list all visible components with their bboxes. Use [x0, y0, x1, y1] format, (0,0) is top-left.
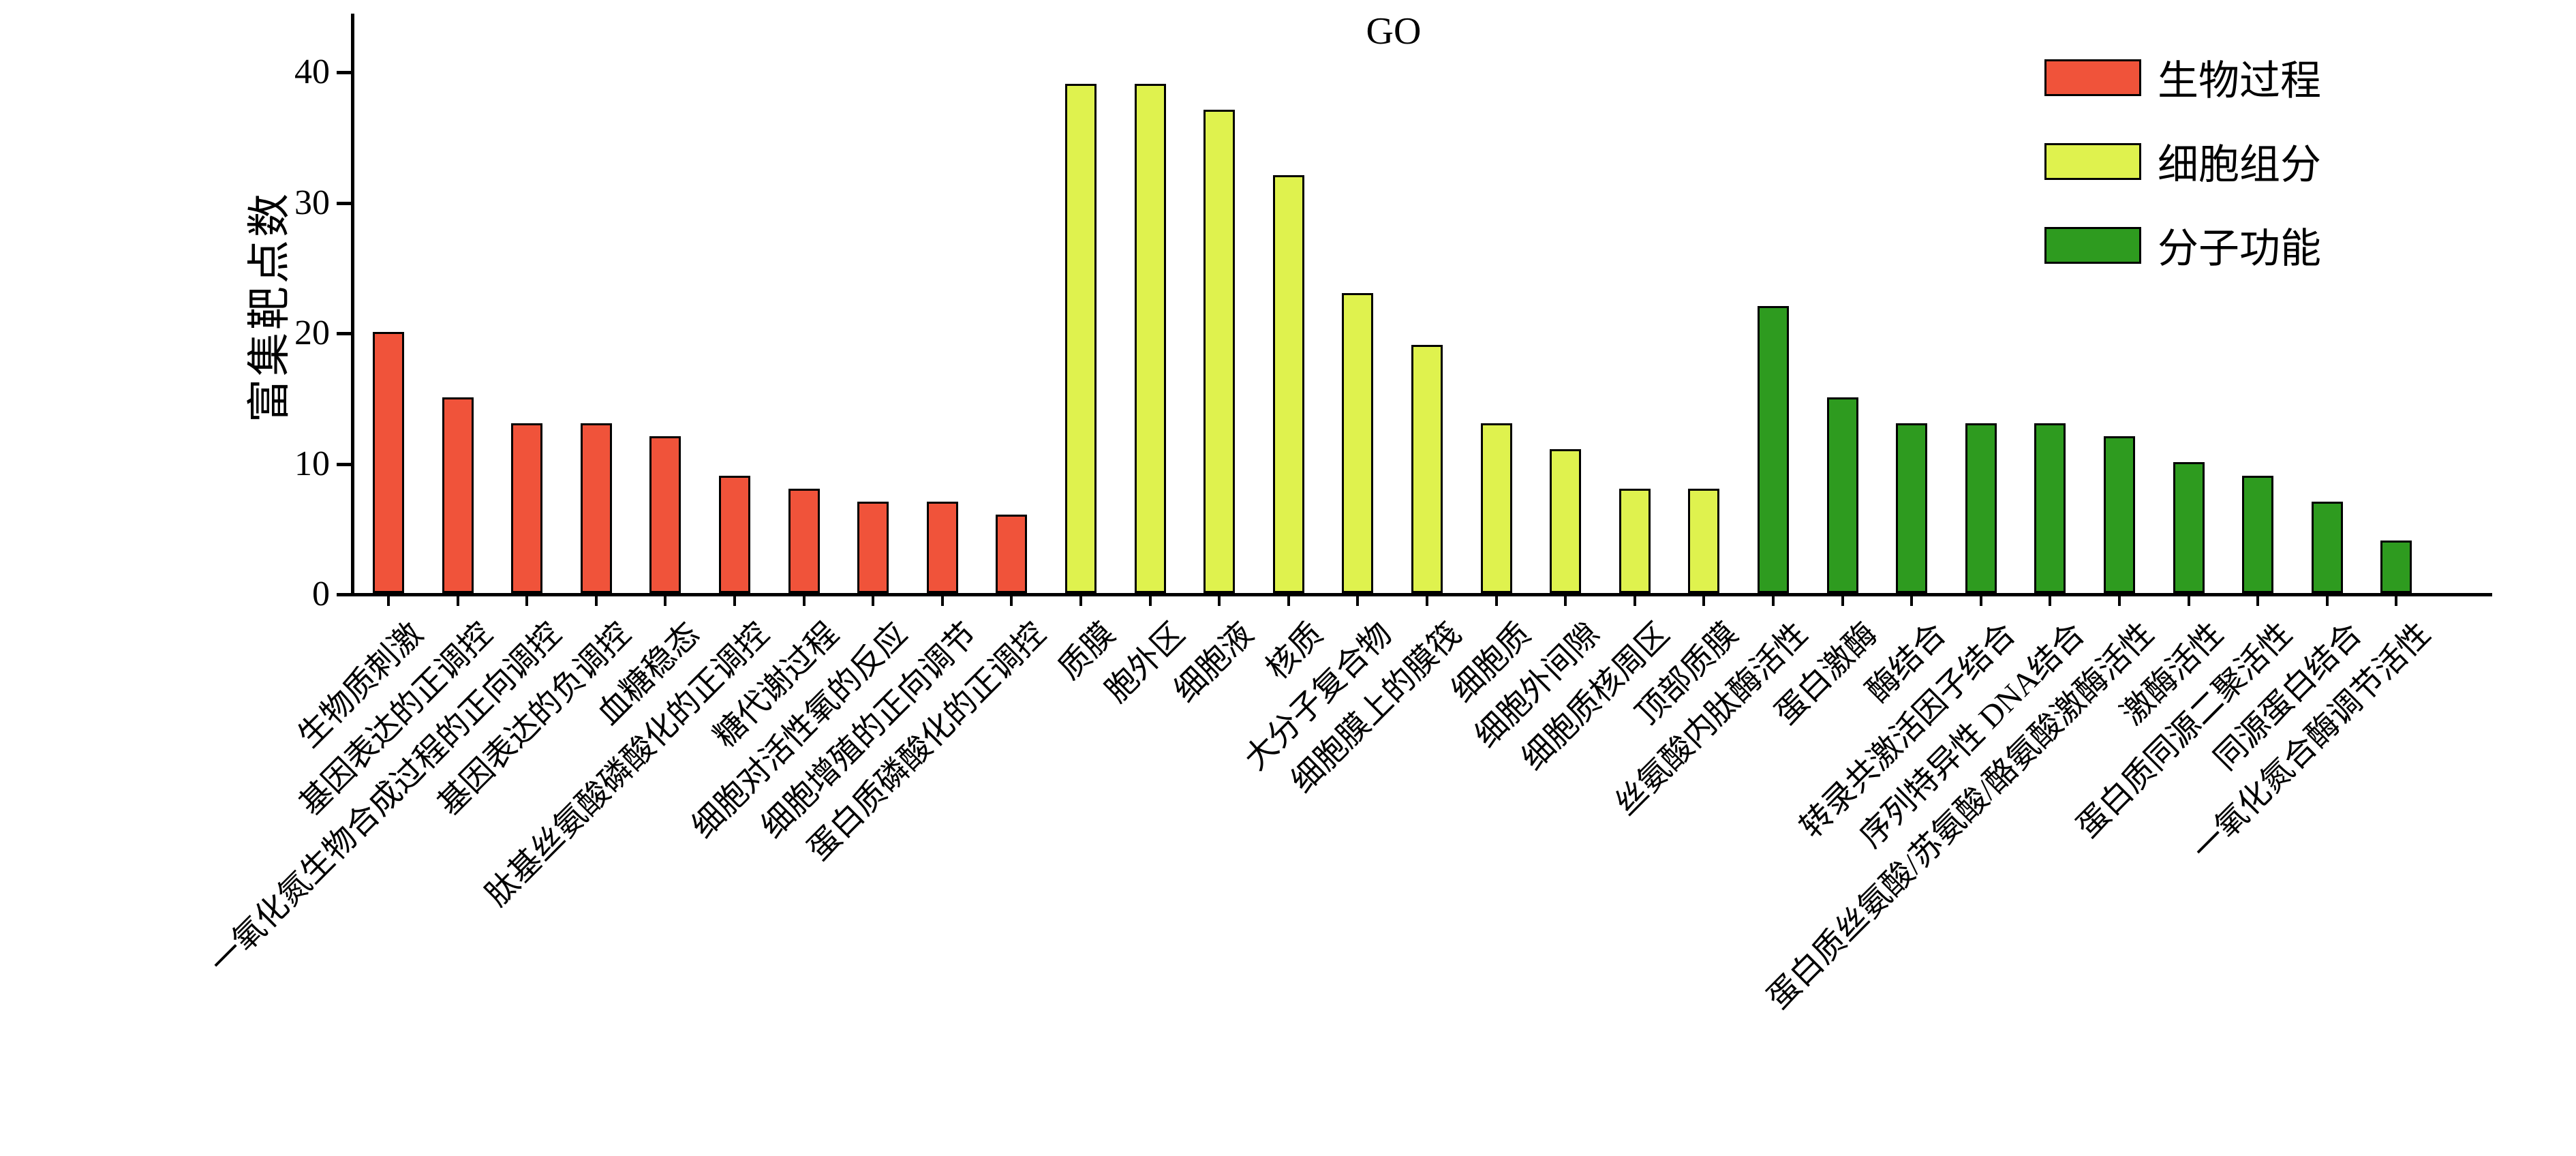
x-category-label: 细胞液 [1167, 615, 1261, 710]
x-axis-tick [595, 596, 598, 606]
bar [1619, 489, 1651, 593]
x-axis-tick [1910, 596, 1913, 606]
legend-swatch [2044, 59, 2141, 96]
bar [1065, 84, 1097, 593]
x-axis-tick [1841, 596, 1844, 606]
bar [1203, 110, 1235, 593]
y-axis-label: 富集靶点数 [245, 191, 294, 423]
bar [2104, 436, 2135, 593]
legend: 生物过程细胞组分分子功能 [2044, 48, 2321, 299]
bar [1550, 449, 1581, 593]
bar [2380, 541, 2412, 593]
y-tick-label: 10 [294, 444, 330, 483]
bar [2312, 502, 2343, 593]
bar [2173, 462, 2205, 593]
bar [1827, 397, 1858, 593]
x-axis-tick [2326, 596, 2329, 606]
x-axis-tick [1564, 596, 1567, 606]
bar [1135, 84, 1166, 593]
x-axis-tick [733, 596, 736, 606]
x-axis-tick [1495, 596, 1498, 606]
legend-swatch [2044, 142, 2141, 180]
bar [649, 436, 681, 593]
x-axis-tick [1218, 596, 1221, 606]
x-axis-tick [803, 596, 806, 606]
x-axis-tick [1980, 596, 1982, 606]
bar [1411, 345, 1443, 593]
x-axis-tick [2256, 596, 2259, 606]
x-axis-tick [872, 596, 874, 606]
bar [1896, 423, 1927, 593]
bar [857, 502, 889, 593]
x-axis-tick [2395, 596, 2397, 606]
legend-item: 细胞组分 [2044, 132, 2321, 191]
bar [1273, 175, 1304, 593]
bar [719, 476, 750, 593]
chart-title: GO [1366, 10, 1422, 52]
bar [2034, 423, 2066, 593]
y-tick-label: 0 [312, 575, 330, 613]
x-axis-tick [525, 596, 528, 606]
y-axis-tick [337, 71, 354, 74]
bar [1688, 489, 1719, 593]
x-axis-tick [1010, 596, 1013, 606]
bar [442, 397, 474, 593]
y-tick-label: 20 [294, 314, 330, 352]
y-axis-tick [337, 462, 354, 466]
bar [511, 423, 542, 593]
legend-label: 细胞组分 [2158, 142, 2321, 187]
legend-item: 分子功能 [2044, 215, 2321, 275]
x-axis-tick [2118, 596, 2121, 606]
bar [788, 489, 820, 593]
x-axis-tick [2049, 596, 2051, 606]
y-axis-line [351, 14, 354, 596]
x-axis-tick [387, 596, 390, 606]
x-axis-tick [1772, 596, 1775, 606]
bar [1481, 423, 1512, 593]
x-axis-tick [457, 596, 459, 606]
y-tick-label: 30 [294, 183, 330, 222]
y-tick-label: 40 [294, 52, 330, 91]
x-axis-tick [1426, 596, 1428, 606]
y-axis-tick [337, 593, 354, 596]
bar [1758, 306, 1789, 593]
bar [996, 515, 1027, 593]
x-axis-tick [941, 596, 944, 606]
x-axis-tick [2188, 596, 2190, 606]
bar [927, 502, 958, 593]
x-axis-tick [664, 596, 666, 606]
bar [1342, 293, 1373, 593]
y-axis-tick [337, 201, 354, 205]
x-axis-tick [1702, 596, 1705, 606]
bar [2242, 476, 2273, 593]
legend-item: 生物过程 [2044, 48, 2321, 107]
x-axis-tick [1079, 596, 1082, 606]
x-axis-tick [1287, 596, 1290, 606]
bar [581, 423, 612, 593]
x-axis-tick [1356, 596, 1359, 606]
x-axis-tick [1149, 596, 1152, 606]
legend-swatch [2044, 226, 2141, 264]
bar [373, 332, 404, 593]
y-axis-tick [337, 332, 354, 335]
legend-label: 生物过程 [2158, 59, 2321, 104]
x-axis-tick [1634, 596, 1636, 606]
legend-label: 分子功能 [2158, 226, 2321, 271]
x-axis-line [351, 593, 2492, 596]
bar [1965, 423, 1997, 593]
